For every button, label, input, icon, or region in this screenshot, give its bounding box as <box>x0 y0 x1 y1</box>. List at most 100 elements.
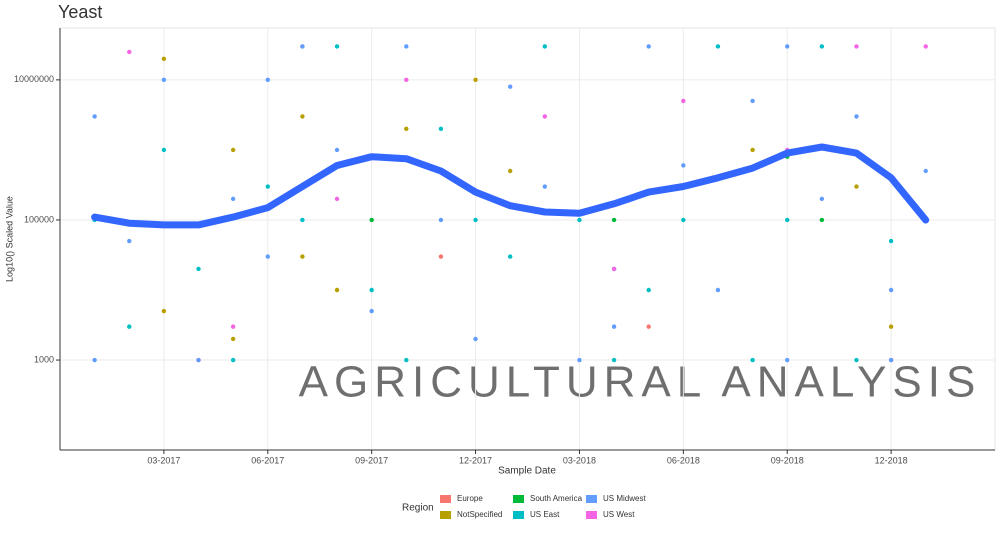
data-point <box>854 114 859 119</box>
plot-panel <box>59 27 996 451</box>
data-point <box>819 196 825 202</box>
data-point <box>646 324 651 329</box>
data-point <box>404 44 409 49</box>
legend-key <box>586 511 597 519</box>
legend-label: South America <box>530 494 583 503</box>
data-point <box>230 324 236 329</box>
watermark: AGRICULTURAL ANALYSIS <box>299 358 982 407</box>
y-axis-title: Log10() Scaled Value <box>4 196 14 282</box>
data-point <box>300 217 305 223</box>
x-tick-label: 06-2018 <box>667 455 700 465</box>
x-tick-label: 03-2017 <box>147 455 180 465</box>
data-point <box>334 196 340 202</box>
data-point <box>161 77 167 83</box>
data-point <box>473 77 478 83</box>
data-point <box>92 357 97 363</box>
data-point <box>819 217 825 223</box>
data-point <box>715 287 721 293</box>
data-point <box>438 254 444 259</box>
x-tick-label: 03-2018 <box>563 455 596 465</box>
x-tick-label: 12-2018 <box>875 455 908 465</box>
data-point <box>473 217 478 223</box>
data-point <box>230 357 236 363</box>
data-point <box>577 217 582 223</box>
data-point <box>230 147 236 153</box>
legend-label: Europe <box>457 494 483 503</box>
data-point <box>888 238 894 244</box>
legend-title: Region <box>402 503 434 514</box>
data-point <box>127 49 132 55</box>
data-point <box>611 324 617 329</box>
data-point <box>681 98 686 104</box>
data-point <box>854 44 859 49</box>
data-point <box>230 336 236 342</box>
data-point <box>785 44 790 49</box>
data-point <box>681 217 686 223</box>
legend-key <box>586 495 597 503</box>
data-point <box>161 147 167 153</box>
y-tick-label: 10000000 <box>14 74 54 84</box>
data-point <box>750 147 755 153</box>
legend-key <box>440 495 451 503</box>
data-point <box>507 254 513 259</box>
legend-key <box>440 511 451 519</box>
data-point <box>715 44 721 49</box>
data-point <box>161 56 167 61</box>
data-point <box>473 336 478 342</box>
data-point <box>507 84 513 89</box>
data-point <box>681 163 686 168</box>
data-point <box>923 168 928 174</box>
data-point <box>265 77 270 83</box>
data-point <box>923 44 928 49</box>
legend-key <box>513 511 524 519</box>
data-point <box>127 238 132 244</box>
data-point <box>334 147 340 153</box>
data-point <box>404 77 409 83</box>
chart-title: Yeast <box>58 2 102 22</box>
y-tick-label: 1000 <box>34 354 54 364</box>
y-tick-label: 100000 <box>24 214 54 224</box>
data-point <box>300 44 305 49</box>
data-point <box>404 126 409 132</box>
data-point <box>161 308 167 314</box>
data-point <box>888 357 894 363</box>
data-point <box>611 357 617 363</box>
data-point <box>265 254 270 259</box>
x-axis-title: Sample Date <box>498 466 556 477</box>
data-point <box>542 44 548 49</box>
data-point <box>854 184 859 189</box>
data-point <box>785 357 790 363</box>
x-tick-label: 09-2018 <box>771 455 804 465</box>
data-point <box>265 184 270 189</box>
data-point <box>750 98 755 104</box>
data-point <box>369 308 374 314</box>
data-point <box>819 44 825 49</box>
data-point <box>611 217 617 223</box>
data-point <box>300 114 305 119</box>
data-point <box>646 44 651 49</box>
x-tick-label: 09-2017 <box>355 455 388 465</box>
data-point <box>92 114 97 119</box>
data-point <box>542 114 548 119</box>
trend-line <box>91 143 930 229</box>
x-tick-label: 12-2017 <box>459 455 492 465</box>
data-point <box>542 184 548 189</box>
data-point <box>888 287 894 293</box>
data-point <box>646 287 651 293</box>
data-point <box>785 217 790 223</box>
data-point <box>196 357 201 363</box>
data-point <box>334 287 340 293</box>
legend-label: NotSpecified <box>457 510 502 519</box>
data-point <box>854 357 859 363</box>
legend-key <box>513 495 524 503</box>
data-point <box>369 217 374 223</box>
data-point <box>300 254 305 259</box>
data-point <box>577 357 582 363</box>
data-point <box>888 324 894 329</box>
legend-label: US Midwest <box>603 494 646 503</box>
legend-label: US East <box>530 510 560 519</box>
data-point <box>369 287 374 293</box>
legend-label: US West <box>603 510 635 519</box>
data-point <box>127 324 132 329</box>
